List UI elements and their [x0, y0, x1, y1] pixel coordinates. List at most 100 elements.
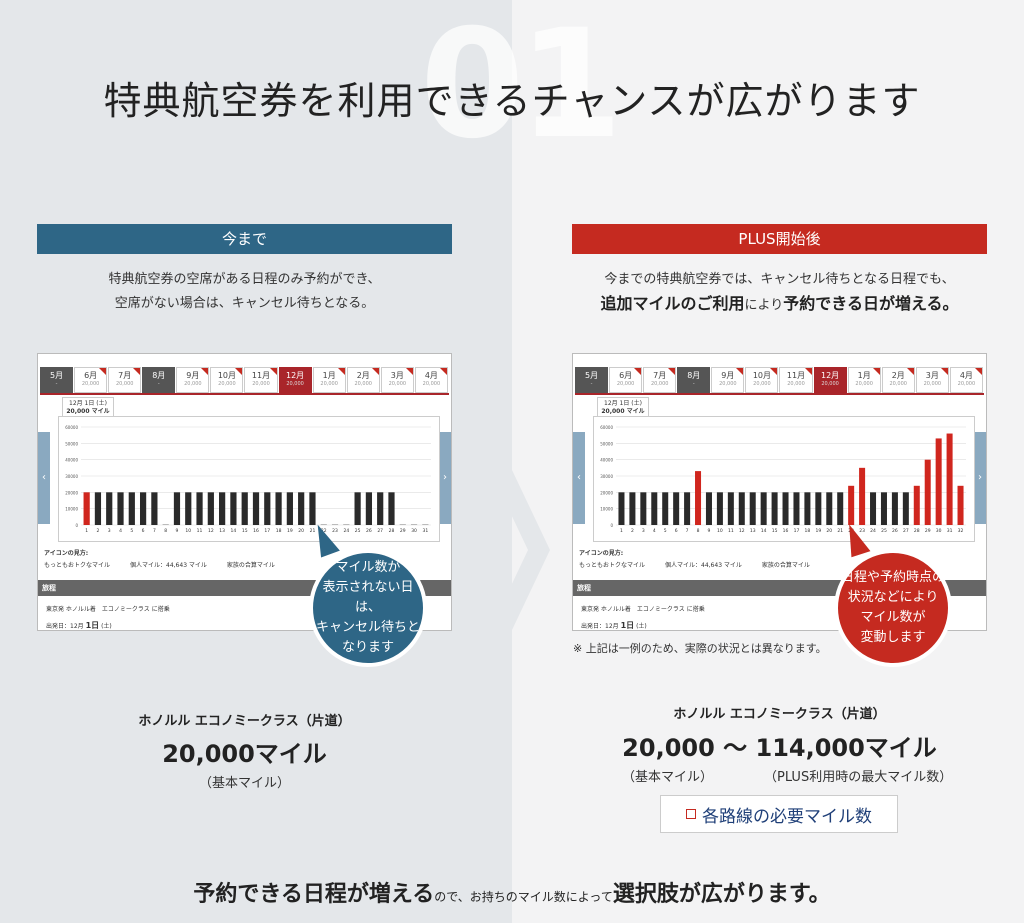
x-tick-label: 29	[925, 528, 931, 534]
next-arrow-icon[interactable]: ›	[974, 432, 986, 524]
section-number: 01	[420, 0, 623, 172]
x-tick-label: 8	[697, 528, 700, 534]
route-miles-button[interactable]: 各路線の必要マイル数	[660, 795, 898, 833]
chart-bar	[913, 485, 920, 525]
chart-bar	[705, 492, 712, 525]
month-tab[interactable]: 12月 20,000	[278, 367, 312, 393]
y-tick-label: 40000	[65, 458, 78, 463]
month-tab[interactable]: 1月 20,000	[312, 367, 346, 393]
column-before: 今まで 特典航空券の空席がある日程のみ予約ができ、 空席がない場合は、キャンセル…	[37, 224, 452, 316]
month-tab[interactable]: 6月 20,000	[74, 367, 108, 393]
chart-bar	[196, 492, 203, 525]
chart-bar-empty	[320, 524, 327, 525]
month-tab[interactable]: 9月 20,000	[711, 367, 745, 393]
month-tab[interactable]: 10月 20,000	[745, 367, 779, 393]
x-tick-label: 5	[664, 528, 667, 534]
x-tick-label: 23	[332, 528, 338, 534]
next-arrow-icon[interactable]: ›	[439, 432, 451, 524]
month-tab[interactable]: 2月 20,000	[346, 367, 380, 393]
chart-bar	[749, 492, 756, 525]
chart-bar	[618, 492, 625, 525]
month-tab[interactable]: 10月 20,000	[210, 367, 244, 393]
description-line-emphasis: 追加マイルのご利用により予約できる日が増える。	[572, 292, 987, 318]
x-tick-label: 2	[96, 528, 99, 534]
description-line: 特典航空券の空席がある日程のみ予約ができ、	[108, 272, 381, 287]
month-tab[interactable]: 8月 -	[677, 367, 711, 393]
month-tab[interactable]: 5月 -	[575, 367, 609, 393]
chart-bar	[695, 471, 702, 525]
prev-arrow-icon[interactable]: ‹	[38, 432, 50, 524]
x-tick-label: 8	[164, 528, 167, 534]
description-before: 特典航空券の空席がある日程のみ予約ができ、 空席がない場合は、キャンセル待ちとな…	[37, 268, 452, 316]
chart-bar	[241, 492, 248, 525]
x-tick-label: 12	[739, 528, 745, 534]
chart-bar	[859, 467, 866, 525]
x-tick-label: 24	[343, 528, 349, 534]
month-tab[interactable]: 3月 20,000	[380, 367, 414, 393]
disclaimer-note: ※ 上記は一例のため、実際の状況とは異なります。	[573, 642, 827, 655]
x-tick-label: 32	[958, 528, 964, 534]
x-tick-label: 20	[298, 528, 304, 534]
month-tab[interactable]: 1月 20,000	[847, 367, 881, 393]
month-tab[interactable]: 2月 20,000	[881, 367, 915, 393]
month-tab[interactable]: 4月 20,000	[949, 367, 983, 393]
summary-emphasis: 選択肢が広がります。	[612, 882, 831, 907]
month-tab[interactable]: 5月 -	[40, 367, 74, 393]
x-tick-label: 12	[208, 528, 214, 534]
chart-bar	[309, 492, 316, 525]
x-tick-label: 25	[355, 528, 361, 534]
chart-bar	[848, 485, 855, 525]
x-tick-label: 7	[686, 528, 689, 534]
date-tab-date: 12月 1日 (土)	[69, 400, 107, 407]
month-tabs: 5月 -6月 20,000 7月 20,000 8月 -9月 20,000 10月 20,000 1…	[40, 367, 449, 393]
x-tick-label: 21	[310, 528, 316, 534]
emphasis-text: 追加マイルのご利用	[600, 294, 745, 313]
month-tab[interactable]: 6月 20,000	[609, 367, 643, 393]
month-tab[interactable]: 7月 20,000	[108, 367, 142, 393]
date-tab-miles: 20,000 マイル	[601, 408, 645, 415]
chart-bar	[388, 492, 395, 525]
itinerary-route: 東京発 ホノルル着 エコノミークラス に搭乗	[581, 606, 705, 613]
prev-arrow-icon[interactable]: ‹	[573, 432, 585, 524]
chart-bar	[354, 492, 361, 525]
x-tick-label: 21	[837, 528, 843, 534]
legend-item: 家族の合算マイル	[761, 562, 810, 569]
miles-value-before: 20,000マイル	[162, 740, 327, 768]
x-tick-label: 31	[422, 528, 428, 534]
month-tab[interactable]: 8月 -	[142, 367, 176, 393]
x-tick-label: 16	[253, 528, 259, 534]
x-tick-label: 24	[870, 528, 876, 534]
month-tab[interactable]: 4月 20,000	[414, 367, 448, 393]
x-tick-label: 1	[620, 528, 623, 534]
chart-bar	[826, 492, 833, 525]
legend-title: アイコンの見方:	[579, 550, 624, 557]
chart-bar	[957, 485, 964, 525]
chart-bar	[924, 459, 931, 525]
x-tick-label: 15	[242, 528, 248, 534]
chart-bar	[662, 492, 669, 525]
itinerary-route: 東京発 ホノルル着 エコノミークラス に搭乗	[46, 606, 170, 613]
month-tab[interactable]: 12月 20,000	[813, 367, 847, 393]
month-tab[interactable]: 7月 20,000	[643, 367, 677, 393]
x-tick-label: 27	[377, 528, 383, 534]
x-tick-label: 4	[653, 528, 656, 534]
x-tick-label: 23	[859, 528, 865, 534]
chart-bar-empty	[162, 524, 169, 525]
month-tab[interactable]: 9月 20,000	[176, 367, 210, 393]
month-tab[interactable]: 11月 20,000	[244, 367, 278, 393]
column-header-before: 今まで	[37, 224, 452, 254]
chart-bar	[902, 492, 909, 525]
month-tab[interactable]: 3月 20,000	[915, 367, 949, 393]
x-tick-label: 6	[142, 528, 145, 534]
chart-bar	[891, 492, 898, 525]
miles-chart: 0 10000 20000 30000 40000 50000 60000 1 2 3 4 5 6 7 8 9…	[58, 416, 440, 542]
chart-bar	[286, 492, 293, 525]
x-tick-label: 5	[130, 528, 133, 534]
chart-bar-empty	[410, 524, 418, 525]
y-tick-label: 0	[610, 523, 613, 528]
chart-bar-empty	[399, 524, 406, 525]
chart-bar	[716, 492, 723, 525]
month-tabs: 5月 -6月 20,000 7月 20,000 8月 -9月 20,000 10月 20,000 1…	[575, 367, 984, 393]
x-tick-label: 9	[176, 528, 179, 534]
month-tab[interactable]: 11月 20,000	[779, 367, 813, 393]
